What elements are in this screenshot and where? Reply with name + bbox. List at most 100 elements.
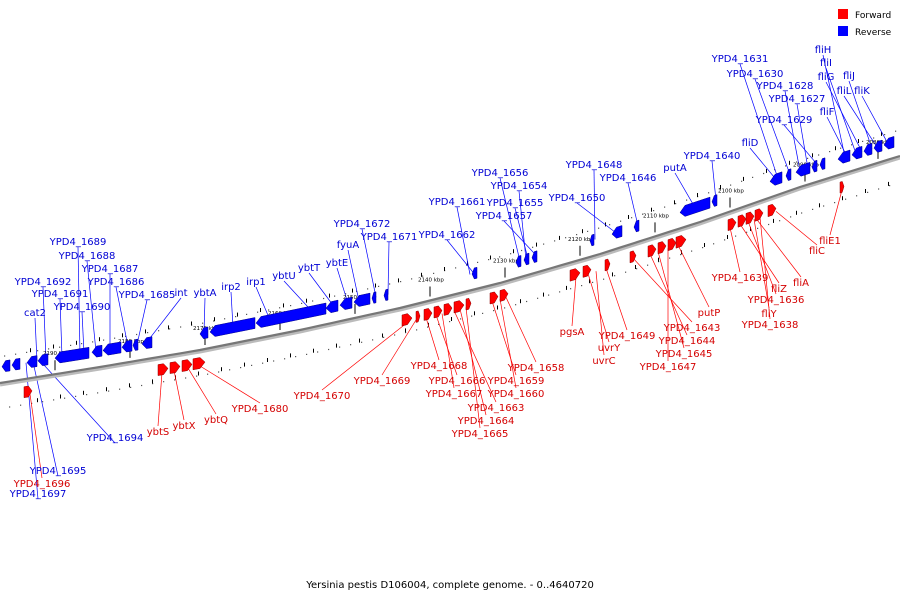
reverse-gene[interactable] [711, 194, 718, 207]
forward-gene[interactable] [604, 258, 611, 272]
forward-gene[interactable] [569, 268, 581, 282]
gene-label-ypd4-1648[interactable]: YPD4_1648 [565, 160, 623, 171]
reverse-gene[interactable] [471, 266, 478, 280]
gene-label-ypd4-1689[interactable]: YPD4_1689 [49, 237, 107, 248]
gene-label-ypd4-1666[interactable]: YPD4_1666 [428, 376, 486, 387]
gene-label-fliy[interactable]: fliY [761, 309, 777, 320]
gene-label-flie1[interactable]: fliE1 [819, 236, 841, 247]
reverse-gene[interactable] [523, 252, 530, 266]
forward-gene[interactable] [767, 203, 777, 218]
gene-label-flii[interactable]: fliI [820, 58, 832, 69]
forward-gene[interactable] [433, 305, 443, 319]
reverse-gene[interactable] [353, 292, 371, 307]
gene-label-ypd4-1627[interactable]: YPD4_1627 [768, 94, 826, 105]
gene-label-ypd4-1629[interactable]: YPD4_1629 [755, 115, 813, 126]
gene-label-ypd4-1685[interactable]: YPD4_1685 [118, 290, 176, 301]
forward-gene[interactable] [754, 208, 764, 222]
gene-label-ypd4-1668[interactable]: YPD4_1668 [410, 361, 468, 372]
reverse-gene[interactable] [255, 302, 327, 328]
forward-gene[interactable] [465, 298, 472, 311]
gene-label-ybts[interactable]: ybtS [147, 427, 170, 438]
forward-gene[interactable] [415, 310, 421, 323]
gene-label-ypd4-1671[interactable]: YPD4_1671 [360, 232, 418, 243]
gene-label-irp2[interactable]: irp2 [221, 282, 241, 293]
gene-label-ypd4-1687[interactable]: YPD4_1687 [81, 264, 139, 275]
forward-gene[interactable] [169, 361, 181, 374]
gene-label-ypd4-1667[interactable]: YPD4_1667 [425, 389, 483, 400]
reverse-gene[interactable] [141, 336, 153, 349]
reverse-gene[interactable] [54, 347, 90, 364]
gene-label-ypd4-1640[interactable]: YPD4_1640 [683, 151, 741, 162]
gene-label-uvry[interactable]: uvrY [598, 343, 621, 354]
forward-gene[interactable] [647, 244, 657, 258]
forward-gene[interactable] [675, 235, 687, 249]
reverse-gene[interactable] [102, 341, 122, 356]
forward-gene[interactable] [737, 214, 747, 228]
gene-label-ypd4-1663[interactable]: YPD4_1663 [467, 403, 525, 414]
gene-label-ypd4-1691[interactable]: YPD4_1691 [31, 289, 89, 300]
gene-label-flij[interactable]: fliJ [843, 71, 855, 82]
gene-label-fliz[interactable]: fliZ [771, 284, 787, 295]
reverse-gene[interactable] [589, 233, 595, 247]
gene-label-ypd4-1697[interactable]: YPD4_1697 [9, 489, 67, 500]
gene-label-ypd4-1649[interactable]: YPD4_1649 [598, 331, 656, 342]
forward-gene[interactable] [23, 385, 33, 398]
gene-label-ypd4-1665[interactable]: YPD4_1665 [451, 429, 509, 440]
gene-label-ypd4-1694[interactable]: YPD4_1694 [86, 433, 144, 444]
reverse-gene[interactable] [199, 326, 209, 340]
gene-label-ypd4-1680[interactable]: YPD4_1680 [231, 404, 289, 415]
gene-label-flih[interactable]: fliH [815, 45, 832, 56]
reverse-gene[interactable] [37, 353, 49, 366]
gene-label-ybtq[interactable]: ybtQ [204, 415, 228, 426]
gene-label-ypd4-1639[interactable]: YPD4_1639 [711, 273, 769, 284]
gene-label-flif[interactable]: fliF [820, 107, 835, 118]
gene-label-ypd4-1644[interactable]: YPD4_1644 [658, 336, 716, 347]
gene-label-flid[interactable]: fliD [742, 138, 759, 149]
forward-gene[interactable] [443, 303, 453, 316]
gene-label-flig[interactable]: fliG [818, 72, 835, 83]
forward-gene[interactable] [582, 264, 592, 278]
gene-label-ypd4-1672[interactable]: YPD4_1672 [333, 219, 391, 230]
reverse-gene[interactable] [611, 225, 623, 239]
gene-label-irp1[interactable]: irp1 [246, 277, 266, 288]
gene-label-ypd4-1688[interactable]: YPD4_1688 [58, 251, 116, 262]
reverse-gene[interactable] [531, 250, 538, 263]
gene-label-ypd4-1690[interactable]: YPD4_1690 [53, 302, 111, 313]
gene-label-ypd4-1657[interactable]: YPD4_1657 [475, 211, 533, 222]
reverse-gene[interactable] [769, 171, 783, 186]
gene-label-ypd4-1670[interactable]: YPD4_1670 [293, 391, 351, 402]
reverse-gene[interactable] [811, 159, 818, 173]
reverse-gene[interactable] [325, 299, 339, 313]
gene-label-flik[interactable]: fliK [854, 86, 870, 97]
gene-label-flic[interactable]: fliC [809, 246, 825, 257]
reverse-gene[interactable] [121, 339, 133, 353]
forward-gene[interactable] [157, 363, 169, 376]
gene-label-flia[interactable]: fliA [793, 278, 809, 289]
gene-label-fyua[interactable]: fyuA [337, 240, 360, 251]
gene-label-ybtx[interactable]: ybtX [172, 421, 195, 432]
gene-label-ybtu[interactable]: ybtU [272, 271, 296, 282]
reverse-gene[interactable] [371, 291, 377, 304]
gene-label-ypd4-1658[interactable]: YPD4_1658 [507, 363, 565, 374]
gene-label-ypd4-1664[interactable]: YPD4_1664 [457, 416, 515, 427]
forward-gene[interactable] [423, 308, 433, 321]
forward-gene[interactable] [629, 250, 637, 264]
gene-label-flil[interactable]: fliL [837, 86, 852, 97]
reverse-gene[interactable] [515, 255, 522, 268]
reverse-gene[interactable] [837, 149, 851, 164]
gene-label-ypd4-1655[interactable]: YPD4_1655 [486, 198, 544, 209]
gene-label-ypd4-1636[interactable]: YPD4_1636 [747, 295, 805, 306]
reverse-gene[interactable] [883, 136, 895, 150]
gene-label-putp[interactable]: putP [698, 308, 721, 319]
gene-label-ypd4-1660[interactable]: YPD4_1660 [487, 389, 545, 400]
gene-label-ypd4-1656[interactable]: YPD4_1656 [471, 168, 529, 179]
gene-label-ypd4-1650[interactable]: YPD4_1650 [548, 193, 606, 204]
gene-label-ybta[interactable]: ybtA [193, 288, 216, 299]
reverse-gene[interactable] [819, 157, 826, 170]
reverse-gene[interactable] [91, 344, 103, 358]
gene-label-ybtt[interactable]: ybtT [298, 263, 321, 274]
forward-gene[interactable] [667, 238, 677, 252]
forward-gene[interactable] [499, 288, 509, 302]
gene-label-ypd4-1696[interactable]: YPD4_1696 [13, 479, 71, 490]
forward-gene[interactable] [192, 357, 206, 371]
